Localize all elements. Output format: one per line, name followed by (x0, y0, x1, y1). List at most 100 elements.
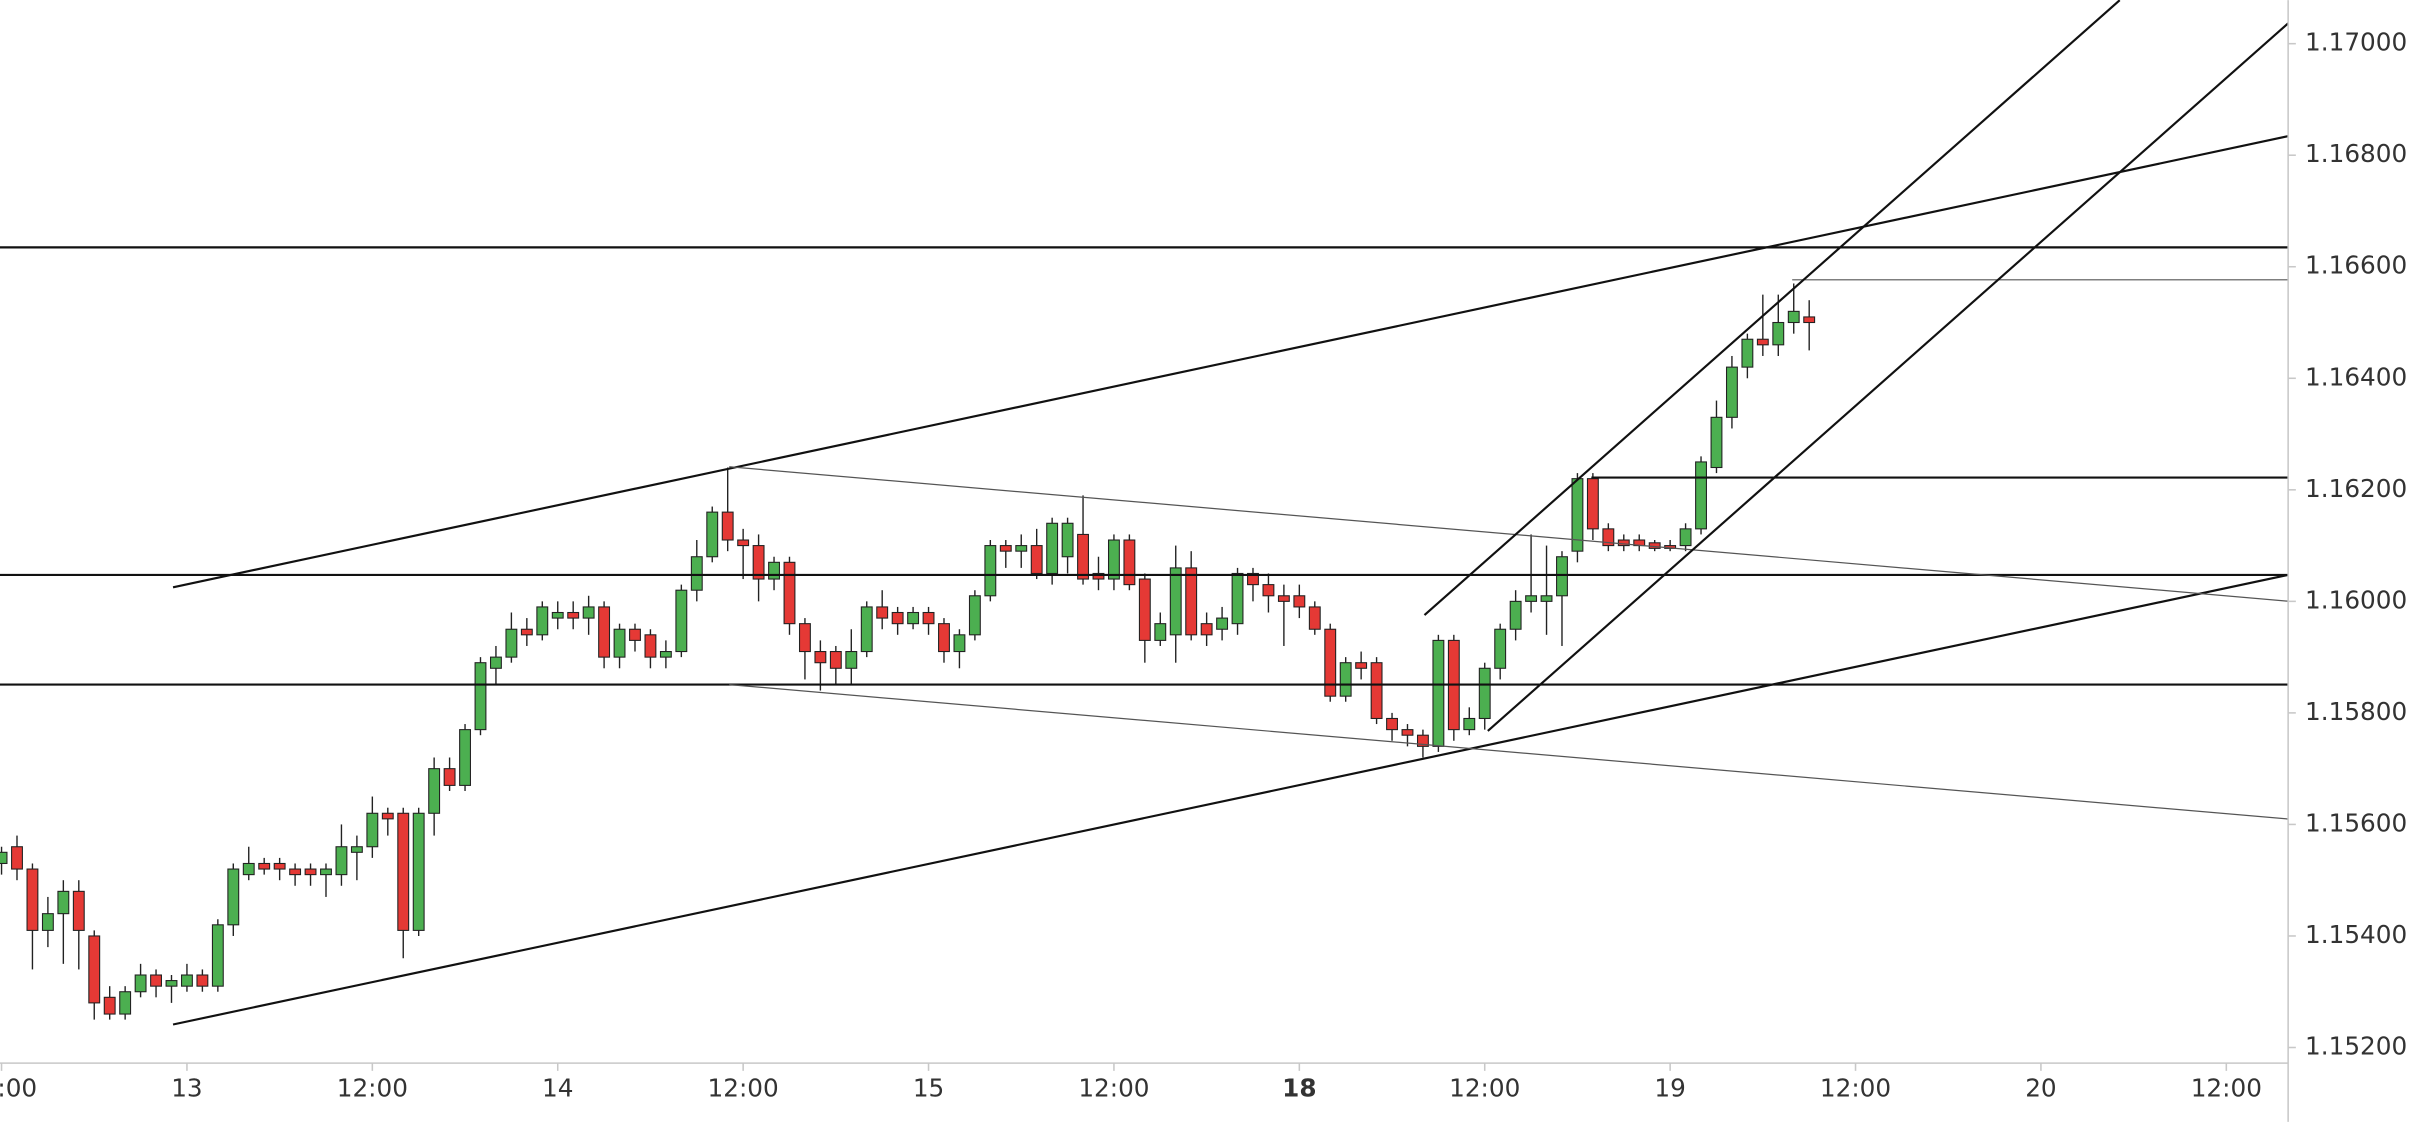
candle-body (1803, 316, 1816, 324)
candle-body (737, 539, 750, 547)
x-tick-label: 12:00 (1078, 1073, 1149, 1102)
candle-body (1185, 567, 1198, 636)
candle-body (26, 868, 39, 931)
candle-body (1478, 667, 1491, 720)
candle-body (644, 634, 657, 658)
candle-body (335, 846, 348, 876)
candle-body (922, 611, 935, 625)
candle-body (1463, 717, 1476, 731)
candle-body (598, 606, 611, 658)
x-tick-label: 12:00 (1449, 1073, 1520, 1102)
x-tick-label: 12:00 (2191, 1073, 2262, 1102)
candle-body (273, 862, 286, 870)
candle-body (1416, 734, 1429, 747)
drawings (0, 0, 2289, 1026)
candles (0, 283, 1816, 1020)
y-tick-label: 1.17000 (2305, 28, 2407, 57)
candle-body (489, 656, 502, 669)
candle-body (675, 589, 688, 653)
candle-body (1216, 617, 1229, 630)
candle-body (1679, 528, 1692, 547)
y-tick-label: 1.15400 (2305, 920, 2407, 949)
candle-body (474, 662, 487, 731)
candle-body (1556, 556, 1568, 597)
candle-body (1725, 366, 1738, 418)
candle-body (1262, 584, 1275, 597)
candle-body (1030, 545, 1043, 575)
x-tick-label: 15 (913, 1073, 944, 1102)
candle-body (180, 974, 193, 987)
candle-body (304, 868, 317, 876)
candle-body (1123, 539, 1136, 586)
candle-body (891, 611, 904, 625)
candle-body (798, 623, 811, 653)
candle-body (1772, 321, 1785, 346)
candle-body (613, 628, 626, 658)
candle-body (1756, 338, 1769, 346)
candle-body (211, 924, 224, 987)
candle-body (814, 651, 827, 664)
candle-body (150, 974, 162, 987)
candle-body (1308, 606, 1321, 630)
axes: 1.15200 1.15400 1.15600 1.15800 1.16000 1.162… (0, 28, 2407, 1103)
candle-body (984, 545, 997, 597)
candle-body (829, 651, 842, 669)
x-tick-label: 14 (542, 1073, 573, 1102)
candle-body (196, 974, 209, 987)
candle-body (907, 611, 920, 625)
y-tick-label: 1.16800 (2305, 139, 2407, 168)
candle-body (88, 935, 101, 1004)
candle-body (41, 913, 54, 931)
candle-body (1617, 539, 1630, 547)
x-tick-label: 13 (171, 1073, 202, 1102)
x-tick-label: 12:00 (337, 1073, 408, 1102)
candle-body (443, 768, 456, 786)
x-tick-label: 12:00 (0, 1073, 37, 1102)
candle-body (412, 812, 425, 931)
candle-body (289, 868, 302, 876)
candle-body (1092, 572, 1105, 580)
x-tick-label: 18 (1282, 1073, 1316, 1102)
candle-body (1401, 729, 1414, 736)
candle-body (752, 545, 765, 580)
candle-body (0, 851, 8, 865)
trend-line (172, 135, 2289, 589)
candle-body (11, 846, 23, 870)
candle-body (1355, 662, 1368, 669)
candle-body (1648, 542, 1661, 549)
candle-body (536, 606, 549, 636)
x-tick-label: 12:00 (708, 1073, 779, 1102)
candle-body (350, 846, 363, 853)
candle-body (320, 868, 332, 876)
candle-body (768, 561, 780, 580)
candle-body (459, 729, 471, 786)
candle-body (1386, 717, 1398, 731)
candle-body (1370, 662, 1383, 720)
candle-body (1324, 628, 1337, 697)
candle-body (938, 623, 950, 653)
candle-body (103, 996, 116, 1015)
trend-line (172, 573, 2289, 1026)
candle-body (690, 556, 703, 591)
candle-body (1494, 628, 1507, 669)
x-tick-label: 12:00 (1820, 1073, 1891, 1102)
channel-line (1487, 22, 2289, 732)
candle-body (1787, 310, 1800, 324)
y-tick-label: 1.16600 (2305, 251, 2407, 280)
candle-body (706, 511, 719, 558)
candle-body (567, 611, 580, 619)
candle-body (1169, 567, 1182, 636)
y-tick-label: 1.15200 (2305, 1032, 2407, 1061)
x-tick-label: 20 (2025, 1073, 2056, 1102)
candle-body (428, 768, 441, 814)
candle-body (629, 628, 641, 641)
candle-body (1061, 522, 1074, 558)
candle-body (1432, 639, 1445, 747)
candle-body (1015, 545, 1028, 552)
candle-body (72, 890, 85, 931)
candle-body (1293, 595, 1306, 608)
candle-body (134, 974, 147, 993)
candle-body (505, 628, 518, 658)
